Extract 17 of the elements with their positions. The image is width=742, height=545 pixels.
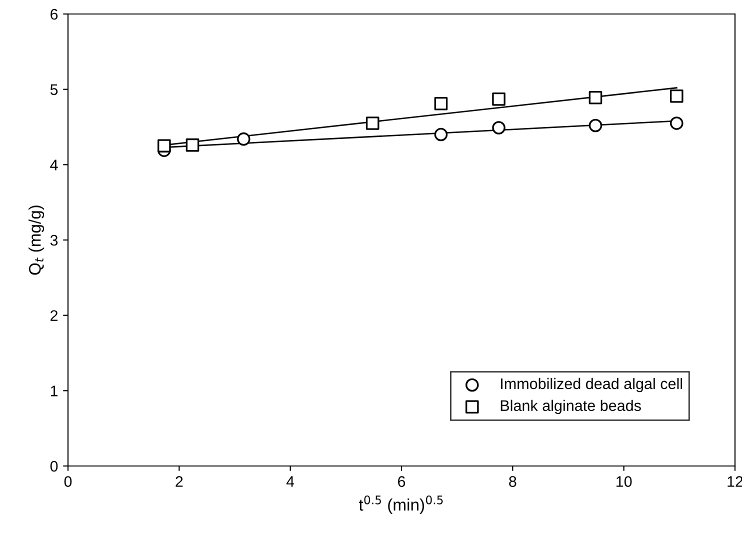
x-tick-label: 2 [176,476,183,487]
x-axis-title: t$^{0.5}$ (min)$^{0.5}$ [358,496,443,514]
legend-label: Immobilized dead algal cell [501,378,682,392]
y-tick-label: 0 [50,460,58,472]
y-tick-label: 6 [50,8,58,20]
x-tick-label: 0 [64,476,72,487]
x-tick-label: 4 [286,476,294,487]
y-tick-label: 2 [50,310,58,321]
y-axis-title: Q$_{t}$ (mg/g) [28,206,44,275]
legend-label: Blank alginate beads [500,400,641,414]
y-tick-label: 5 [50,84,58,96]
y-tick-label: 1 [50,386,58,396]
y-tick-label: 3 [50,234,58,246]
x-tick-label: 10 [616,476,632,487]
y-tick-label: 4 [50,160,58,170]
x-tick-label: 6 [398,476,406,487]
x-tick-label: 8 [509,476,516,487]
